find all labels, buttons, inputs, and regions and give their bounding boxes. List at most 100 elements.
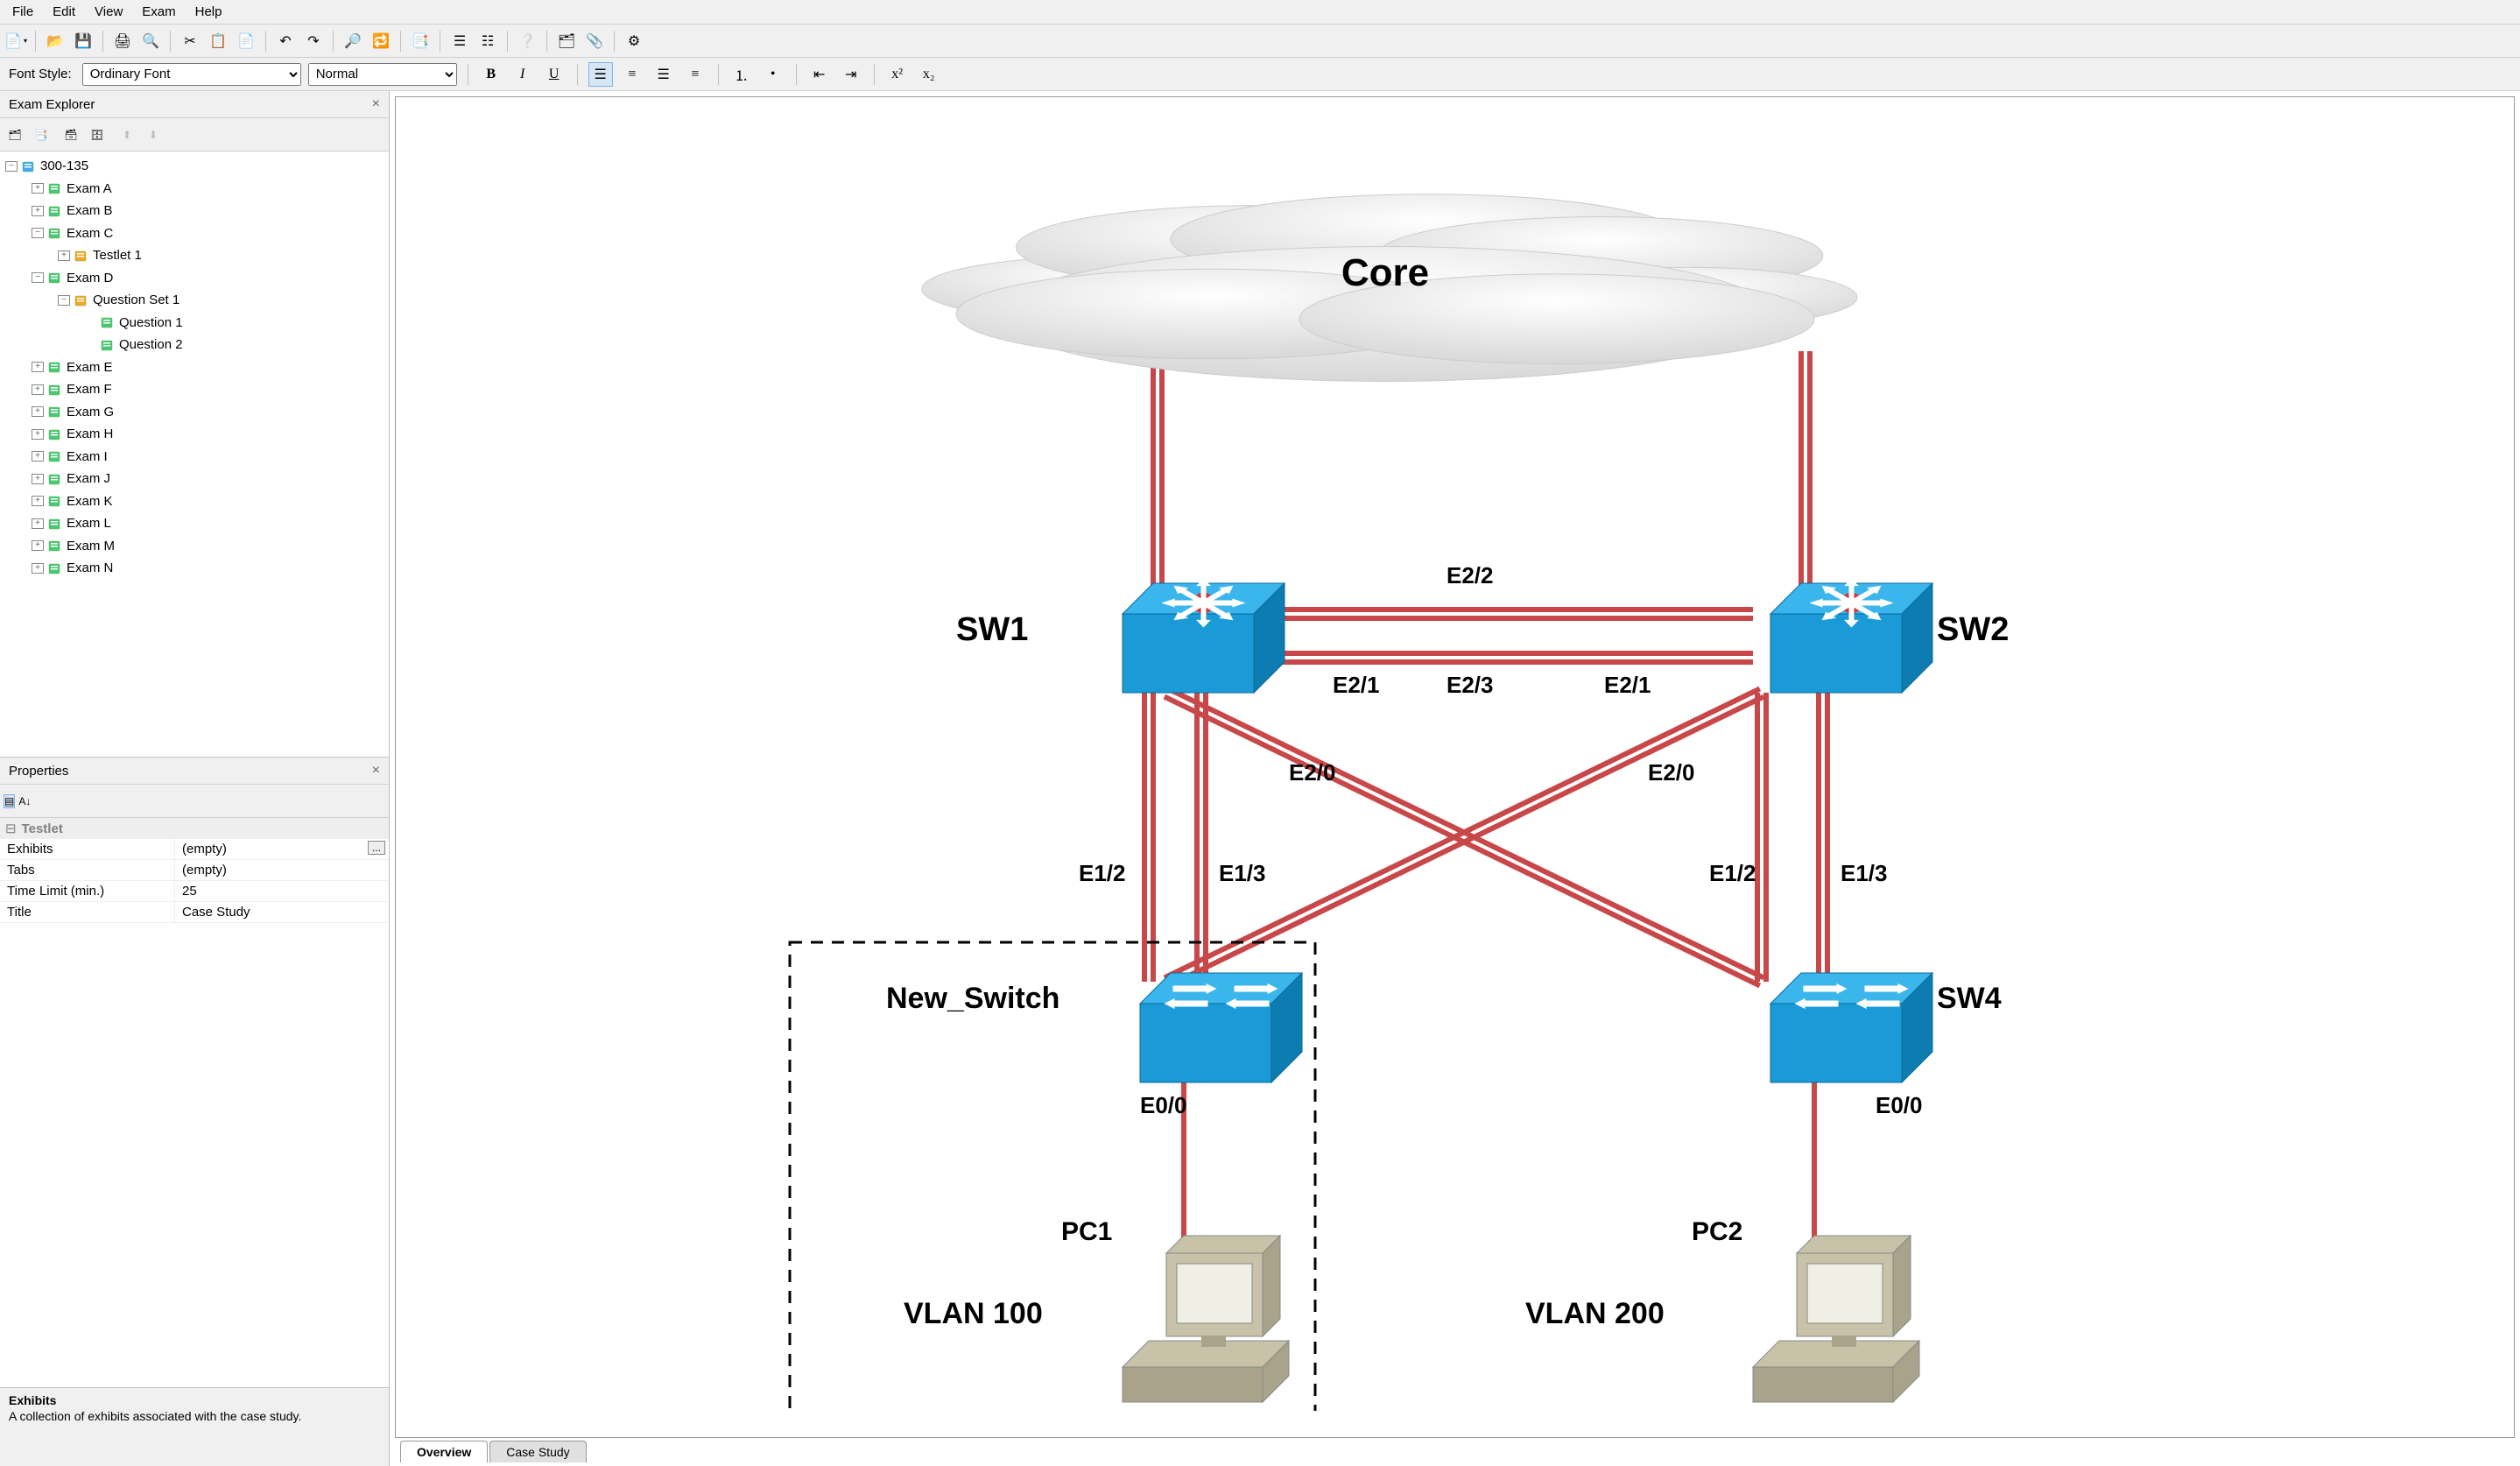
- tree-collapse-button[interactable]: ☷: [475, 29, 500, 53]
- tree-exam-item[interactable]: +Exam L: [2, 512, 387, 535]
- tree-exam-item[interactable]: −Exam C: [2, 222, 387, 245]
- tree-expander-icon[interactable]: −: [32, 272, 44, 283]
- help-button[interactable]: ❔: [515, 29, 539, 53]
- explorer-tree[interactable]: −300-135+Exam A+Exam B−Exam C+Testlet 1−…: [0, 152, 389, 757]
- tree-child-item[interactable]: +Testlet 1: [2, 244, 387, 267]
- align-right-button[interactable]: ☰: [651, 62, 676, 87]
- tree-expander-icon[interactable]: −: [32, 228, 44, 238]
- font-name-select[interactable]: Ordinary Font: [82, 63, 301, 86]
- attachment-button[interactable]: 📎: [582, 29, 607, 53]
- property-row[interactable]: Time Limit (min.)25: [0, 881, 389, 902]
- superscript-button[interactable]: x²: [885, 62, 910, 87]
- property-ellipsis-button[interactable]: ...: [368, 841, 385, 855]
- tree-exam-item[interactable]: +Exam B: [2, 200, 387, 222]
- property-value[interactable]: 25: [175, 881, 389, 901]
- prop-alphabetical-button[interactable]: A↓: [18, 795, 31, 807]
- explorer-tool-2[interactable]: 📑: [30, 123, 53, 146]
- explorer-close-button[interactable]: ×: [372, 96, 380, 112]
- tree-expand-button[interactable]: ☰: [447, 29, 472, 53]
- print-button[interactable]: 🖨: [110, 29, 135, 53]
- tree-expander-icon[interactable]: +: [32, 384, 44, 395]
- tab-case-study[interactable]: Case Study: [489, 1441, 586, 1462]
- tree-exam-item[interactable]: +Exam E: [2, 356, 387, 379]
- save-button[interactable]: 💾: [71, 29, 95, 53]
- tree-exam-item[interactable]: +Exam I: [2, 446, 387, 469]
- explorer-tool-1[interactable]: 🗂: [4, 123, 26, 146]
- properties-header: Properties ×: [0, 758, 389, 785]
- tree-root[interactable]: −300-135: [2, 155, 387, 178]
- tree-exam-item[interactable]: +Exam A: [2, 178, 387, 201]
- ordered-list-button[interactable]: ⒈: [729, 62, 754, 87]
- new-exam-button[interactable]: 📄: [4, 29, 28, 53]
- exhibit-button[interactable]: 🗂: [554, 29, 579, 53]
- tree-exam-item[interactable]: +Exam H: [2, 423, 387, 446]
- property-value[interactable]: (empty)...: [175, 839, 389, 859]
- tree-expander-icon[interactable]: +: [32, 496, 44, 506]
- menu-exam[interactable]: Exam: [133, 3, 184, 21]
- menu-file[interactable]: File: [4, 3, 42, 21]
- menu-view[interactable]: View: [86, 3, 131, 21]
- undo-button[interactable]: ↶: [273, 29, 298, 53]
- unordered-list-button[interactable]: •: [761, 62, 785, 87]
- print-preview-button[interactable]: 🔍: [138, 29, 163, 53]
- tree-question-item[interactable]: Question 2: [2, 334, 387, 356]
- tree-exam-item[interactable]: +Exam K: [2, 490, 387, 513]
- cut-button[interactable]: ✂: [178, 29, 202, 53]
- property-row[interactable]: Tabs(empty): [0, 860, 389, 881]
- tree-exam-item[interactable]: +Exam G: [2, 401, 387, 424]
- font-size-select[interactable]: Normal: [308, 63, 457, 86]
- prop-categorized-button[interactable]: ▤: [4, 794, 15, 808]
- align-justify-button[interactable]: ≡: [683, 62, 707, 87]
- tree-expander-icon[interactable]: −: [58, 295, 70, 306]
- tab-overview[interactable]: Overview: [400, 1441, 488, 1462]
- diagram-canvas[interactable]: CoreSW1SW2New_SwitchSW4PC1VLAN 100PC2VLA…: [395, 96, 2515, 1438]
- tree-expander-icon[interactable]: +: [32, 451, 44, 462]
- tree-expander-icon[interactable]: +: [58, 250, 70, 261]
- property-value[interactable]: Case Study: [175, 902, 389, 922]
- tree-exam-item[interactable]: +Exam N: [2, 557, 387, 580]
- replace-button[interactable]: 🔁: [369, 29, 393, 53]
- tree-expander-icon[interactable]: +: [32, 206, 44, 216]
- tree-expander-icon[interactable]: +: [32, 429, 44, 440]
- tree-expander-icon[interactable]: −: [5, 161, 18, 172]
- paste-button[interactable]: 📄: [234, 29, 258, 53]
- tree-expander-icon[interactable]: +: [32, 474, 44, 484]
- bold-button[interactable]: B: [479, 62, 503, 87]
- find-button[interactable]: 🔎: [341, 29, 365, 53]
- tree-exam-item[interactable]: +Exam J: [2, 468, 387, 490]
- explorer-move-down[interactable]: ⬇: [142, 123, 165, 146]
- tree-exam-item[interactable]: −Exam D: [2, 267, 387, 290]
- tree-expander-icon[interactable]: +: [32, 518, 44, 529]
- tree-expander-icon[interactable]: +: [32, 406, 44, 417]
- add-question-button[interactable]: 📑: [408, 29, 433, 53]
- explorer-tool-4[interactable]: 🗄: [86, 123, 109, 146]
- indent-button[interactable]: ⇥: [839, 62, 863, 87]
- align-center-button[interactable]: ≡: [620, 62, 644, 87]
- prop-group-testlet[interactable]: Testlet: [0, 818, 389, 839]
- properties-close-button[interactable]: ×: [372, 763, 380, 779]
- copy-button[interactable]: 📋: [206, 29, 230, 53]
- outdent-button[interactable]: ⇤: [807, 62, 832, 87]
- settings-button[interactable]: ⚙: [622, 29, 646, 53]
- tree-question-item[interactable]: Question 1: [2, 312, 387, 335]
- tree-expander-icon[interactable]: +: [32, 183, 44, 194]
- tree-expander-icon[interactable]: +: [32, 362, 44, 372]
- tree-child-item[interactable]: −Question Set 1: [2, 289, 387, 312]
- tree-expander-icon[interactable]: +: [32, 563, 44, 574]
- tree-exam-item[interactable]: +Exam F: [2, 378, 387, 401]
- align-left-button[interactable]: ☰: [588, 62, 613, 87]
- tree-exam-item[interactable]: +Exam M: [2, 535, 387, 558]
- explorer-tool-3[interactable]: 🗃: [60, 123, 82, 146]
- redo-button[interactable]: ↷: [301, 29, 326, 53]
- menu-edit[interactable]: Edit: [44, 3, 84, 21]
- property-value[interactable]: (empty): [175, 860, 389, 880]
- subscript-button[interactable]: x₂: [917, 62, 941, 87]
- tree-expander-icon[interactable]: +: [32, 540, 44, 551]
- property-row[interactable]: TitleCase Study: [0, 902, 389, 923]
- open-button[interactable]: 📂: [43, 29, 67, 53]
- menu-help[interactable]: Help: [187, 3, 231, 21]
- underline-button[interactable]: U: [542, 62, 567, 87]
- italic-button[interactable]: I: [510, 62, 535, 87]
- explorer-move-up[interactable]: ⬆: [116, 123, 138, 146]
- property-row[interactable]: Exhibits(empty)...: [0, 839, 389, 860]
